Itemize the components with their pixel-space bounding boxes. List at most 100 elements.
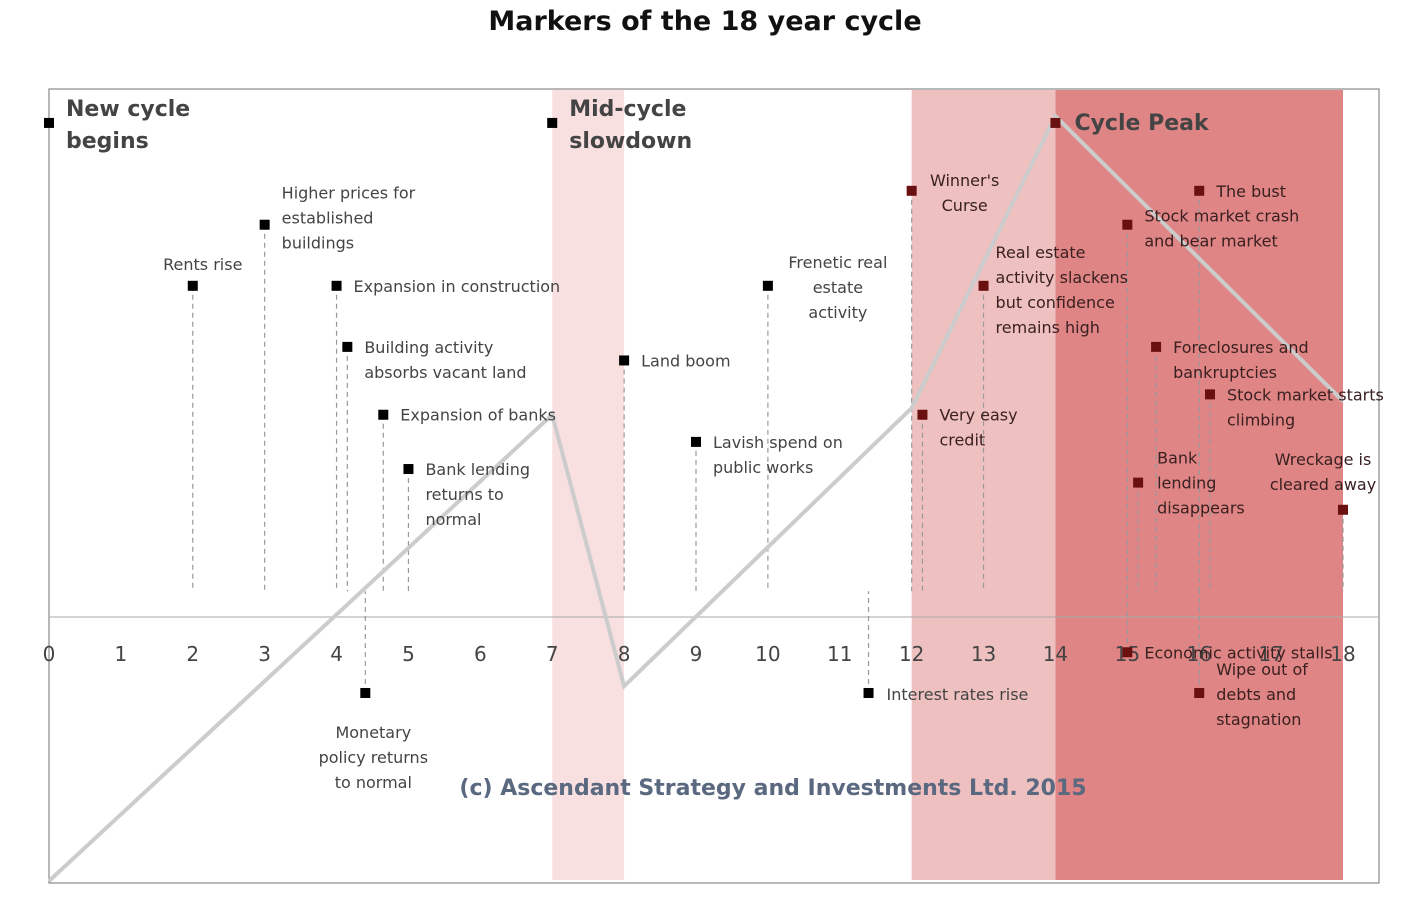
marker-point-15 (978, 280, 989, 291)
marker-label-line: Foreclosures and (1173, 338, 1309, 357)
marker-label-line: Building activity (364, 338, 493, 357)
x-tick-4: 4 (330, 642, 343, 666)
marker-label-line: buildings (282, 234, 354, 253)
x-tick-1: 1 (115, 642, 128, 666)
chart-title: Markers of the 18 year cycle (488, 6, 922, 37)
marker-label-17: Stock market crash and bear market (1144, 207, 1299, 251)
marker-label-line: Curse (942, 196, 988, 215)
marker-label-line: remains high (996, 318, 1100, 337)
marker-labels: New cycle begins Rents rise Higher prices f… (66, 97, 1384, 792)
marker-point-12 (863, 687, 874, 698)
marker-label-line: New cycle (66, 97, 190, 122)
marker-label-20: Foreclosures and bankruptcies (1173, 338, 1309, 382)
marker-label-line: Expansion of banks (400, 406, 556, 425)
marker-label-15: Real estate activity slackens but confiden… (996, 243, 1128, 337)
marker-label-line: Stock market starts (1227, 385, 1384, 404)
marker-label-11: Frenetic real estate activity (788, 253, 887, 322)
marker-label-8: Mid-cycle slowdown (569, 97, 692, 154)
x-tick-2: 2 (186, 642, 199, 666)
marker-label-line: begins (66, 129, 149, 154)
marker-label-18: Economic activity stalls (1144, 643, 1332, 662)
marker-label-9: Land boom (641, 351, 730, 370)
marker-label-line: Land boom (641, 351, 730, 370)
marker-label-line: Frenetic real (788, 253, 887, 272)
marker-point-22 (1194, 687, 1205, 698)
marker-label-line: and bear market (1144, 232, 1277, 251)
marker-point-5 (360, 687, 371, 698)
marker-point-17 (1122, 219, 1133, 230)
cycle-markers (44, 117, 1348, 698)
marker-point-14 (917, 409, 928, 420)
marker-label-10: Lavish spend on public works (713, 433, 843, 477)
x-tick-3: 3 (258, 642, 271, 666)
x-tick-10: 10 (755, 642, 780, 666)
marker-label-line: Wipe out of (1216, 660, 1308, 679)
marker-label-24: Wreckage is cleared away (1270, 450, 1376, 494)
marker-label-line: bankruptcies (1173, 363, 1277, 382)
marker-drop-lines (192, 190, 1344, 693)
marker-point-6 (378, 409, 389, 420)
marker-label-line: to normal (335, 773, 412, 792)
x-tick-9: 9 (690, 642, 703, 666)
marker-point-16 (1050, 117, 1061, 128)
marker-point-10 (691, 436, 701, 447)
marker-label-7: Bank lending returns to normal (425, 460, 530, 529)
marker-point-19 (1133, 477, 1144, 488)
x-tick-7: 7 (546, 642, 559, 666)
marker-point-24 (1338, 504, 1348, 515)
marker-label-21: The bust (1215, 182, 1286, 201)
marker-point-20 (1151, 341, 1162, 352)
marker-label-line: Bank (1157, 449, 1198, 468)
marker-label-line: credit (939, 431, 985, 450)
marker-point-7 (403, 464, 414, 475)
marker-label-1: Rents rise (163, 255, 242, 274)
marker-label-line: Bank lending (425, 460, 530, 479)
marker-label-line: Stock market crash (1144, 207, 1299, 226)
x-tick-5: 5 (402, 642, 415, 666)
x-tick-17: 17 (1258, 642, 1283, 666)
marker-label-line: debts and (1216, 685, 1296, 704)
marker-label-line: Real estate (996, 243, 1086, 262)
marker-label-line: policy returns (319, 748, 428, 767)
marker-label-16: Cycle Peak (1074, 111, 1210, 136)
x-tick-11: 11 (827, 642, 852, 666)
marker-label-5: Monetary policy returns to normal (319, 723, 428, 792)
marker-label-line: activity (808, 303, 867, 322)
marker-point-18 (1122, 647, 1133, 658)
marker-label-13: Winner's Curse (930, 171, 999, 215)
marker-label-line: Wreckage is (1275, 450, 1372, 469)
marker-label-line: estate (813, 278, 863, 297)
marker-label-line: Interest rates rise (887, 685, 1029, 704)
marker-label-line: established (282, 209, 374, 228)
marker-point-3 (331, 280, 342, 291)
x-tick-18: 18 (1330, 642, 1355, 666)
copyright-annotation: (c) Ascendant Strategy and Investments L… (459, 776, 1086, 801)
x-tick-6: 6 (474, 642, 487, 666)
marker-point-13 (906, 185, 917, 196)
marker-label-line: cleared away (1270, 475, 1376, 494)
marker-label-2: Higher prices for established buildings (282, 184, 416, 253)
marker-label-14: Very easy credit (939, 406, 1017, 450)
marker-point-0 (44, 117, 54, 128)
marker-label-4: Building activity absorbs vacant land (364, 338, 526, 382)
marker-label-line: normal (425, 510, 481, 529)
marker-label-line: The bust (1215, 182, 1286, 201)
marker-label-0: New cycle begins (66, 97, 190, 154)
marker-point-23 (1205, 389, 1216, 400)
marker-label-line: Monetary (335, 723, 411, 742)
x-tick-0: 0 (43, 642, 56, 666)
marker-point-9 (619, 355, 630, 366)
marker-label-19: Bank lending disappears (1157, 449, 1245, 518)
x-tick-13: 13 (971, 642, 996, 666)
marker-label-6: Expansion of banks (400, 406, 556, 425)
marker-label-line: public works (713, 458, 813, 477)
marker-label-line: Higher prices for (282, 184, 416, 203)
x-tick-14: 14 (1043, 642, 1068, 666)
band-0 (552, 90, 625, 880)
marker-label-line: returns to (425, 485, 503, 504)
marker-label-line: but confidence (996, 293, 1115, 312)
marker-label-line: Economic activity stalls (1144, 643, 1332, 662)
marker-point-8 (547, 117, 558, 128)
marker-label-line: Lavish spend on (713, 433, 843, 452)
marker-label-line: lending (1157, 474, 1216, 493)
